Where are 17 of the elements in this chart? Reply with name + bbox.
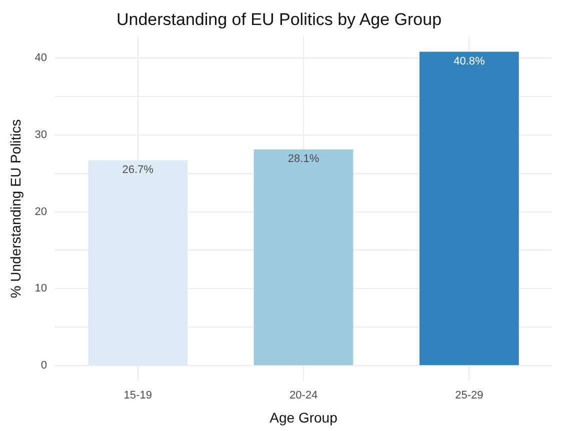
y-tick-label: 10: [34, 282, 48, 295]
x-axis-title: Age Group: [270, 409, 338, 426]
y-tick-label: 40: [34, 52, 48, 64]
y-tick-label: 0: [40, 360, 48, 372]
x-tick-label: 25-29: [455, 390, 484, 402]
data-label: 40.8%: [454, 55, 485, 68]
bar: [88, 160, 188, 366]
data-label: 28.1%: [288, 153, 320, 166]
bar: [419, 52, 519, 366]
data-label: 26.7%: [122, 164, 154, 176]
bar: [254, 149, 354, 366]
x-tick-label: 20-24: [289, 390, 318, 402]
y-tick-label: 30: [34, 128, 48, 141]
y-tick-label: 20: [34, 206, 48, 218]
y-axis-title: % Understanding EU Politics: [7, 119, 24, 298]
chart-title: Understanding of EU Politics by Age Group: [116, 10, 442, 29]
x-tick-label: 15-19: [124, 390, 152, 402]
